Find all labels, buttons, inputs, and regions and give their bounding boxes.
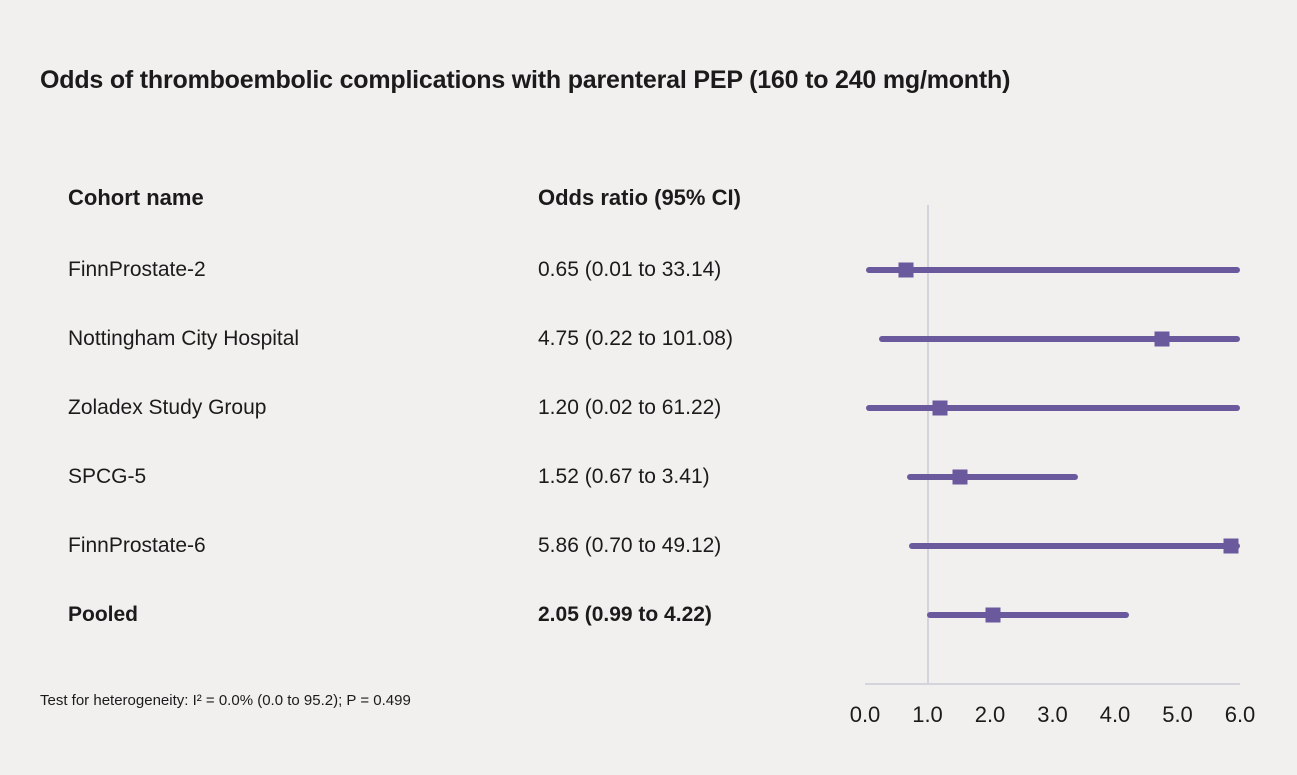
plot-cell (865, 442, 1240, 511)
point-estimate-marker (898, 262, 914, 277)
plot-axis-zone: 0.0 1.0 2.0 3.0 4.0 5.0 6.0 (850, 205, 1255, 727)
cohort-name: Nottingham City Hospital (68, 326, 300, 350)
point-estimate-marker (1223, 538, 1239, 553)
odds-ratio-column-header: Odds ratio (95% CI) (538, 184, 741, 210)
forest-row: FinnProstate-2 0.65 (0.01 to 33.14) (0, 235, 1297, 304)
x-axis-line (865, 683, 1240, 685)
cohort-name: Pooled (68, 602, 139, 626)
point-estimate-marker (932, 400, 948, 415)
x-tick-label: 4.0 (1099, 702, 1131, 727)
plot-header-spacer (865, 160, 1240, 235)
confidence-interval-line (866, 404, 1240, 411)
odds-ratio-value: 1.52 (0.67 to 3.41) (538, 464, 710, 488)
cohort-name: FinnProstate-6 (68, 533, 206, 557)
table-header-row: Cohort name Odds ratio (95% CI) (0, 160, 1297, 235)
reference-line-1.0 (926, 205, 929, 685)
forest-row: FinnProstate-6 5.86 (0.70 to 49.12) (0, 511, 1297, 580)
odds-ratio-value: 2.05 (0.99 to 4.22) (538, 602, 712, 626)
cohort-column-header: Cohort name (68, 184, 204, 210)
confidence-interval-line (926, 611, 1129, 618)
forest-row: SPCG-5 1.52 (0.67 to 3.41) (0, 442, 1297, 511)
plot-cell (865, 511, 1240, 580)
odds-ratio-value: 1.20 (0.02 to 61.22) (538, 395, 722, 419)
plot-cell (865, 304, 1240, 373)
chart-title: Odds of thromboembolic complications wit… (40, 66, 1011, 94)
confidence-interval-line (908, 542, 1240, 549)
x-tick-label: 2.0 (974, 702, 1006, 727)
plot-cell (865, 235, 1240, 304)
x-tick-label: 6.0 (1224, 702, 1256, 727)
x-tick-label: 0.0 (849, 702, 881, 727)
confidence-interval-line (878, 335, 1240, 342)
point-estimate-marker (1154, 331, 1170, 346)
forest-row: Zoladex Study Group 1.20 (0.02 to 61.22) (0, 373, 1297, 442)
confidence-interval-line (865, 266, 1240, 273)
forest-row: Nottingham City Hospital 4.75 (0.22 to 10… (0, 304, 1297, 373)
plot-cell (865, 373, 1240, 442)
cohort-name: SPCG-5 (68, 464, 147, 488)
forest-row: Pooled 2.05 (0.99 to 4.22) (0, 580, 1297, 649)
point-estimate-marker (985, 607, 1001, 622)
odds-ratio-value: 4.75 (0.22 to 101.08) (538, 326, 733, 350)
odds-ratio-value: 0.65 (0.01 to 33.14) (538, 257, 722, 281)
confidence-interval-line (906, 473, 1079, 480)
heterogeneity-footnote: Test for heterogeneity: I² = 0.0% (0.0 t… (40, 692, 411, 709)
plot-cell (865, 580, 1240, 649)
x-tick-label: 5.0 (1162, 702, 1193, 727)
cohort-name: Zoladex Study Group (68, 395, 267, 419)
forest-rows: Cohort name Odds ratio (95% CI) FinnPros… (0, 160, 1297, 649)
x-tick-label: 3.0 (1037, 702, 1068, 727)
odds-ratio-value: 5.86 (0.70 to 49.12) (538, 533, 722, 557)
cohort-name: FinnProstate-2 (68, 257, 206, 281)
point-estimate-marker (952, 469, 968, 484)
x-tick-label: 1.0 (912, 702, 943, 727)
